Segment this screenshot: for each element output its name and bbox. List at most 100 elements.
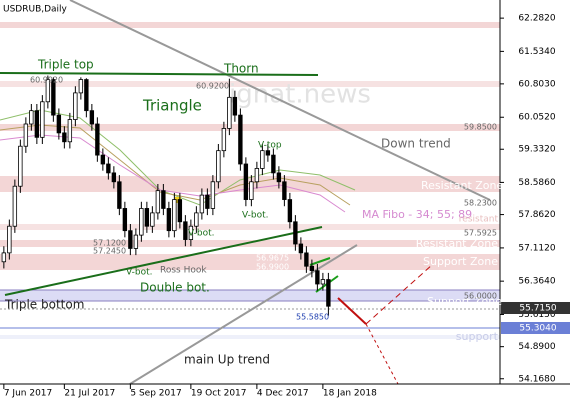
candle-body	[155, 190, 161, 214]
candle-body	[67, 119, 73, 143]
candle-body	[62, 132, 67, 143]
triple-top-line	[0, 72, 319, 76]
zone	[0, 254, 500, 270]
candle-body	[287, 199, 293, 223]
y-tick-label: 61.5340	[518, 47, 555, 57]
annotation: Resistant Zone	[421, 179, 504, 192]
triangle-line	[4, 226, 323, 296]
candle-body	[183, 221, 188, 240]
zone	[0, 124, 500, 131]
annotation: 56.9675	[256, 254, 289, 263]
annotation: Triple top	[37, 58, 94, 72]
candle-body	[12, 185, 18, 227]
annotation: main Up trend	[184, 353, 270, 367]
candle-body	[100, 154, 106, 165]
annotation: V-bot.	[242, 211, 269, 221]
candle-body	[282, 181, 287, 200]
candle-body	[106, 163, 111, 174]
candle-body	[117, 181, 122, 209]
candle-body	[73, 92, 78, 120]
candle-body	[34, 110, 40, 138]
annotation: 58.2300	[464, 199, 497, 208]
x-tick-label: 5 Sep 2017	[130, 389, 181, 399]
chart-title: USDRUB,Daily	[3, 5, 68, 15]
candle-body	[276, 172, 282, 183]
annotation: Ross Hook	[160, 266, 207, 276]
price-box	[501, 322, 570, 334]
y-tick-label: 56.3640	[518, 277, 555, 287]
x-tick-label: 18 Jan 2018	[323, 389, 377, 399]
candle-body	[89, 110, 95, 125]
annotation: Triple bottom	[4, 298, 84, 312]
annotation: 57.5925	[464, 229, 497, 238]
candle-body	[232, 96, 238, 116]
annotation: 60.9920	[30, 76, 63, 85]
y-tick-label: 57.1120	[518, 243, 555, 253]
x-tick-label: 7 Jun 2017	[4, 389, 52, 399]
candle-body	[133, 234, 139, 249]
candle-body	[78, 79, 84, 94]
candle-body	[238, 114, 243, 165]
annotation: 56.0000	[464, 292, 497, 301]
candle-body	[293, 221, 298, 245]
candle-body	[298, 243, 304, 254]
annotation: MA Fibo - 34; 55; 89	[362, 208, 472, 221]
trend-lines	[0, 0, 491, 385]
annotation: Support Zone	[423, 255, 498, 268]
projection	[337, 297, 367, 325]
candle-body	[150, 212, 155, 227]
candle-body	[166, 208, 172, 232]
candle-body	[18, 145, 23, 187]
annotation: 55.5850	[296, 313, 329, 322]
annotation: 56.9900	[256, 263, 289, 272]
candle-body	[1, 252, 7, 263]
candle-body	[161, 190, 166, 209]
zone	[0, 224, 500, 230]
candle-body	[326, 279, 331, 307]
price-box	[501, 302, 570, 314]
annotation: resistant	[459, 215, 499, 225]
y-tick-label: 57.8620	[518, 210, 555, 220]
x-tick-label: 19 Oct 2017	[191, 389, 247, 399]
candle-body	[304, 252, 309, 267]
candle-body	[320, 279, 326, 285]
zone	[0, 22, 500, 28]
annotation: Thorn	[223, 62, 259, 76]
annotation: 57.1200	[93, 239, 126, 248]
annotation: Resistant Zone	[416, 237, 499, 250]
candle-body	[309, 265, 315, 272]
annotation: V-top	[258, 141, 282, 151]
y-tick-label: 55.6150	[518, 310, 555, 320]
candle-body	[315, 270, 320, 285]
y-tick-label: 58.5860	[518, 178, 555, 188]
annotation: 59.8500	[464, 123, 497, 132]
candle-body	[216, 150, 221, 183]
zone	[0, 335, 500, 339]
candle-body	[56, 114, 62, 134]
y-tick-label: 59.3320	[518, 145, 555, 155]
candle-body	[84, 79, 89, 112]
candle-body	[128, 230, 133, 249]
price-label: 55.7150	[519, 304, 556, 314]
y-tick-label: 60.8030	[518, 79, 555, 89]
candle-body	[243, 163, 249, 200]
annotation: V-bot.	[126, 268, 153, 278]
candle-body	[271, 154, 276, 174]
y-tick-label: 54.8900	[518, 342, 555, 352]
zone	[0, 81, 500, 87]
zone	[0, 290, 500, 301]
zone	[0, 240, 500, 247]
candle-body	[254, 168, 260, 183]
annotation: 60.9200	[196, 82, 229, 91]
up-trend-line	[129, 244, 358, 385]
down-trend-line	[69, 0, 491, 201]
candle-body	[194, 212, 199, 227]
price-label: 55.3040	[519, 324, 556, 334]
candle-body	[172, 199, 177, 232]
y-tick-label: 60.0520	[518, 113, 555, 123]
candle-body	[23, 123, 29, 147]
candle-body	[265, 150, 271, 156]
annotation: V-bot.	[188, 229, 215, 239]
annotation: Triangle	[142, 97, 202, 115]
